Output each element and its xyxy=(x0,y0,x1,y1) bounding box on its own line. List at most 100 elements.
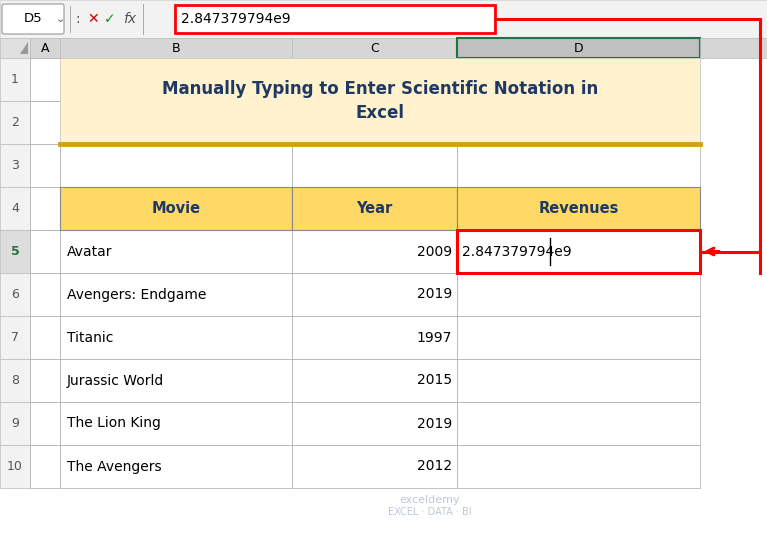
Text: 1997: 1997 xyxy=(416,331,452,345)
Bar xyxy=(0,273,30,316)
Bar xyxy=(292,187,457,230)
Text: B: B xyxy=(172,42,180,55)
Bar xyxy=(0,316,30,359)
Bar xyxy=(30,38,60,58)
Bar xyxy=(292,58,457,101)
Bar xyxy=(60,445,292,488)
Text: Avatar: Avatar xyxy=(67,244,113,258)
Bar xyxy=(457,144,700,187)
Text: 7: 7 xyxy=(11,331,19,344)
Bar xyxy=(292,187,457,230)
Text: exceldemy: exceldemy xyxy=(400,495,460,505)
Bar xyxy=(292,402,457,445)
Text: Revenues: Revenues xyxy=(538,201,619,216)
Text: Titanic: Titanic xyxy=(67,331,114,345)
Bar xyxy=(457,230,700,273)
Bar xyxy=(0,144,30,187)
Bar xyxy=(60,38,292,58)
Text: 1: 1 xyxy=(11,73,19,86)
Text: 8: 8 xyxy=(11,374,19,387)
Bar xyxy=(60,402,292,445)
Bar xyxy=(60,101,292,144)
Text: 9: 9 xyxy=(11,417,19,430)
Bar xyxy=(60,359,292,402)
Text: D: D xyxy=(574,42,584,55)
FancyBboxPatch shape xyxy=(2,4,64,34)
Bar xyxy=(30,58,60,101)
Text: The Lion King: The Lion King xyxy=(67,417,161,431)
Text: Year: Year xyxy=(357,201,393,216)
Bar xyxy=(60,230,292,273)
Bar xyxy=(457,316,700,359)
Bar xyxy=(30,230,60,273)
Bar xyxy=(457,402,700,445)
Bar xyxy=(457,187,700,230)
Bar xyxy=(30,273,60,316)
Bar xyxy=(0,402,30,445)
Bar xyxy=(60,273,292,316)
Text: ✕: ✕ xyxy=(87,12,99,26)
Bar xyxy=(292,38,457,58)
Bar xyxy=(0,230,30,273)
Bar xyxy=(0,101,30,144)
Text: EXCEL · DATA · BI: EXCEL · DATA · BI xyxy=(388,507,472,517)
Text: 2015: 2015 xyxy=(417,373,452,387)
Bar xyxy=(60,187,292,230)
Text: 2009: 2009 xyxy=(417,244,452,258)
Bar xyxy=(457,101,700,144)
Bar xyxy=(292,316,457,359)
Bar xyxy=(0,0,767,38)
Bar xyxy=(292,273,457,316)
Text: fx: fx xyxy=(123,12,137,26)
Bar xyxy=(30,359,60,402)
Bar xyxy=(700,38,767,58)
Bar xyxy=(457,187,700,230)
Text: The Avengers: The Avengers xyxy=(67,460,162,473)
Text: 5: 5 xyxy=(11,245,19,258)
Text: Avengers: Endgame: Avengers: Endgame xyxy=(67,287,206,302)
Bar xyxy=(60,58,292,101)
Bar xyxy=(30,316,60,359)
Text: 10: 10 xyxy=(7,460,23,473)
Text: ⌄: ⌄ xyxy=(55,14,64,24)
Text: C: C xyxy=(370,42,379,55)
Bar xyxy=(60,187,292,230)
Text: 2.847379794e9: 2.847379794e9 xyxy=(181,12,291,26)
Bar xyxy=(292,230,457,273)
Bar xyxy=(292,359,457,402)
Bar xyxy=(292,144,457,187)
Bar xyxy=(0,38,30,58)
Bar xyxy=(0,187,30,230)
Text: 3: 3 xyxy=(11,159,19,172)
Text: Jurassic World: Jurassic World xyxy=(67,373,164,387)
Bar xyxy=(457,230,700,273)
Text: Movie: Movie xyxy=(151,201,200,216)
Bar xyxy=(60,144,292,187)
Bar xyxy=(60,58,700,144)
Text: A: A xyxy=(41,42,49,55)
Bar xyxy=(457,359,700,402)
Bar xyxy=(30,144,60,187)
Bar xyxy=(30,101,60,144)
Text: ✓: ✓ xyxy=(104,12,116,26)
Text: 2.847379794e9: 2.847379794e9 xyxy=(462,244,571,258)
Bar xyxy=(0,58,30,101)
Text: 2: 2 xyxy=(11,116,19,129)
Bar xyxy=(457,58,700,101)
Bar xyxy=(175,5,495,33)
Bar xyxy=(457,445,700,488)
Text: Manually Typing to Enter Scientific Notation in
Excel: Manually Typing to Enter Scientific Nota… xyxy=(162,80,598,123)
Text: 2019: 2019 xyxy=(416,417,452,431)
Text: 2019: 2019 xyxy=(416,287,452,302)
Bar xyxy=(457,273,700,316)
Text: 2012: 2012 xyxy=(417,460,452,473)
Bar xyxy=(457,38,700,58)
Text: D5: D5 xyxy=(24,12,42,26)
Bar xyxy=(292,445,457,488)
Bar xyxy=(30,402,60,445)
Polygon shape xyxy=(20,42,28,54)
Bar xyxy=(30,187,60,230)
Text: :: : xyxy=(76,12,81,26)
Text: 4: 4 xyxy=(11,202,19,215)
Bar xyxy=(30,445,60,488)
